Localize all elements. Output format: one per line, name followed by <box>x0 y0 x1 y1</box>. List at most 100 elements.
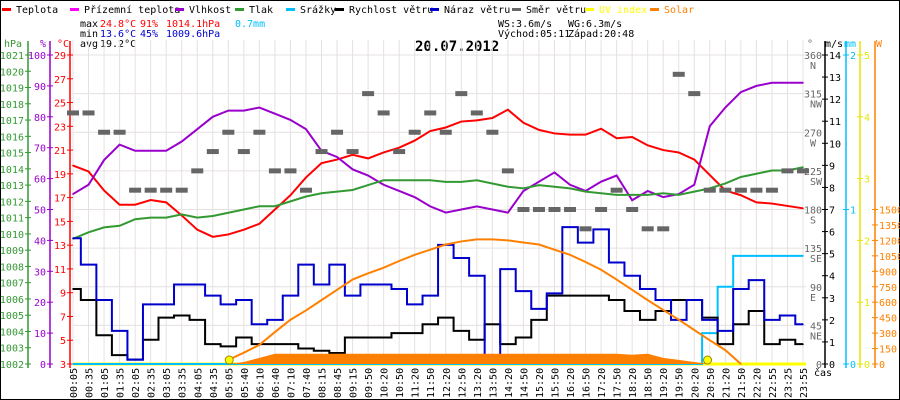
direction-tick-label: 225 <box>804 167 822 178</box>
data-point-solar <box>413 254 416 256</box>
data-point-n-raz-v-tru <box>662 299 665 301</box>
direction-tick-label: 0 <box>816 360 822 371</box>
data-point-tlak <box>227 211 230 214</box>
solar-tick-label: 1200 <box>879 236 900 247</box>
pressure-tick-label: 1014 <box>0 165 24 176</box>
direction-compass-label: SE <box>810 254 822 265</box>
wind-direction-mark <box>237 149 250 155</box>
data-point-vlhkost <box>740 91 742 93</box>
data-point-vlhkost <box>646 190 649 192</box>
direction-tick-label: 315 <box>804 90 822 101</box>
data-point-tlak <box>413 179 416 182</box>
data-point-solar <box>305 309 307 312</box>
data-point-teplota <box>336 158 338 161</box>
data-point-rychlost-v-tru <box>243 336 245 339</box>
data-point-vlhkost <box>72 193 74 195</box>
x-tick-label: 11:20 <box>411 368 422 398</box>
data-point-vlhkost <box>367 174 369 177</box>
data-point-rychlost-v-tru <box>180 314 183 317</box>
wind-tick-label: 6 <box>829 228 835 239</box>
data-point-vlhkost <box>615 174 618 177</box>
data-point-teplota <box>367 157 369 160</box>
data-point-rychlost-v-tru <box>444 316 447 319</box>
humidity-tick-label: 70 <box>34 144 46 155</box>
data-point-teplota <box>522 121 525 124</box>
data-point-n-raz-v-tru <box>165 303 167 306</box>
stats-max-hum: 91% <box>140 19 158 30</box>
uv-tick-label: 0 <box>864 360 870 371</box>
solar-tick-label: 600 <box>879 298 897 309</box>
uv-tick-label: 4 <box>864 113 870 124</box>
data-point-rychlost-v-tru <box>802 343 804 345</box>
legend-label: Teplota <box>16 5 58 16</box>
direction-tick-label: 45 <box>810 321 822 332</box>
data-point-teplota <box>491 117 494 119</box>
data-point-solar <box>522 241 525 244</box>
data-point-n-raz-v-tru <box>258 323 261 326</box>
data-point-vlhkost <box>243 109 245 112</box>
x-tick-label: 13:50 <box>488 368 499 398</box>
data-point-tlak <box>538 184 540 186</box>
wind-direction-mark <box>470 110 483 116</box>
data-point-vlhkost <box>196 128 199 130</box>
x-tick-label: 20:20 <box>690 368 701 398</box>
data-point-vlhkost <box>631 199 633 202</box>
data-point-rychlost-v-tru <box>87 299 90 301</box>
data-point-teplota <box>87 170 90 173</box>
data-point-n-raz-v-tru <box>274 319 276 321</box>
info-wg: WG:6.3m/s <box>568 19 622 30</box>
data-point-rychlost-v-tru <box>631 310 633 312</box>
wind-direction-mark <box>67 110 79 116</box>
data-point-tlak <box>398 179 400 182</box>
data-point-teplota <box>709 174 711 176</box>
data-point-rychlost-v-tru <box>398 332 400 334</box>
wind-direction-mark <box>98 129 111 135</box>
pressure-tick-label: 1002 <box>0 360 24 371</box>
data-point-tlak <box>305 195 307 198</box>
uv-tick-label: 2 <box>864 236 870 247</box>
direction-compass-label: NW <box>810 100 823 111</box>
data-point-vlhkost <box>538 180 540 183</box>
wind-direction-mark <box>439 129 452 135</box>
data-point-teplota <box>429 130 432 132</box>
data-point-teplota <box>398 146 400 149</box>
data-point-teplota <box>103 189 105 192</box>
legend-label: Rychlost větru <box>349 4 433 16</box>
data-point-rychlost-v-tru <box>149 338 152 341</box>
wind-tick-label: 8 <box>829 183 835 194</box>
pressure-tick-label: 1015 <box>0 149 24 160</box>
data-point-vlhkost <box>429 205 432 208</box>
wind-direction-mark <box>455 91 468 97</box>
wind-tick-label: 2 <box>829 316 835 327</box>
info-ws: WS:3.6m/s <box>498 19 552 30</box>
x-axis-label: čas <box>814 367 832 379</box>
legend-swatch <box>175 8 184 11</box>
humidity-tick-label: 90 <box>34 82 46 93</box>
data-point-n-raz-v-tru <box>211 294 214 297</box>
data-point-teplota <box>211 236 214 238</box>
wind-tick-label: 7 <box>829 206 835 217</box>
data-point-solar <box>274 331 276 333</box>
wind-direction-mark <box>191 168 204 174</box>
axes: hPa1021102010191018101710161015101410131… <box>0 39 900 371</box>
series-area-solar <box>73 353 803 364</box>
x-tick-label: 19:20 <box>659 368 670 398</box>
data-point-tlak <box>165 216 167 219</box>
data-point-teplota <box>786 205 789 207</box>
legend-label: UV index <box>599 5 647 16</box>
legend-label: Přízemní teplota <box>84 4 180 16</box>
legend-swatch <box>512 8 521 11</box>
wind-direction-mark <box>331 129 344 135</box>
wind-direction-mark <box>641 226 654 232</box>
data-point-tlak <box>258 205 261 208</box>
temperature-tick-label: 21 <box>54 146 66 157</box>
data-point-solar <box>258 344 261 346</box>
wind-direction-mark <box>564 207 577 212</box>
pressure-tick-label: 1005 <box>0 311 24 322</box>
wind-direction-mark <box>579 226 592 232</box>
data-point-rychlost-v-tru <box>740 323 742 326</box>
data-point-solar <box>553 248 556 251</box>
data-point-tlak <box>87 231 90 234</box>
data-point-n-raz-v-tru <box>289 294 292 297</box>
stats: max 24.8°C 91% 1014.1hPa 0.7mm min 13.6°… <box>80 19 634 50</box>
